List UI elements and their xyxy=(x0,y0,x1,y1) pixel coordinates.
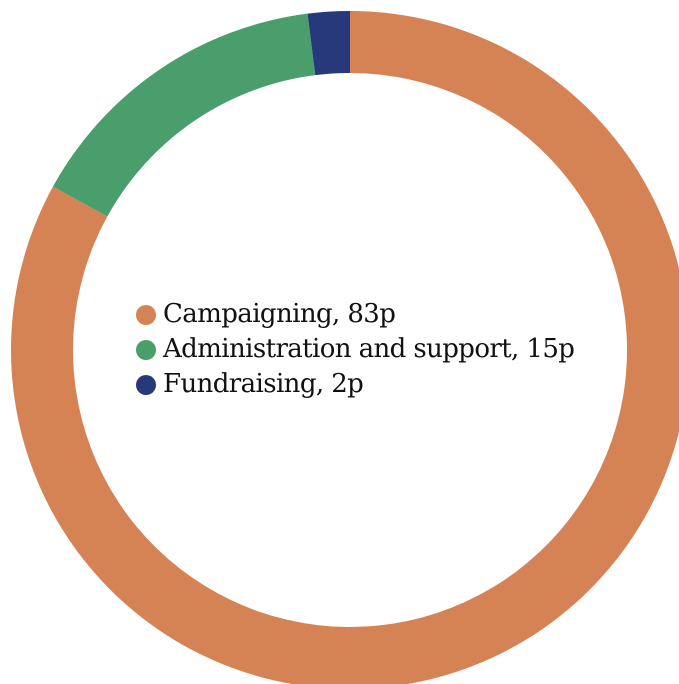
legend-item-fundraising: Fundraising, 2p xyxy=(136,367,574,402)
slice-fundraising xyxy=(307,11,350,76)
legend-swatch-campaigning xyxy=(136,304,156,325)
legend-swatch-fundraising xyxy=(136,374,156,395)
legend-label-administration: Administration and support, 15p xyxy=(163,334,575,364)
legend-label-campaigning: Campaigning, 83p xyxy=(163,299,396,329)
legend-label-fundraising: Fundraising, 2p xyxy=(163,369,364,399)
legend-item-administration: Administration and support, 15p xyxy=(136,332,575,367)
legend-swatch-administration xyxy=(136,339,156,360)
legend-item-campaigning: Campaigning, 83p xyxy=(136,297,574,332)
slice-administration xyxy=(52,13,316,217)
donut-slices xyxy=(11,11,679,684)
chart-legend: Campaigning, 83p Administration and supp… xyxy=(136,297,575,402)
